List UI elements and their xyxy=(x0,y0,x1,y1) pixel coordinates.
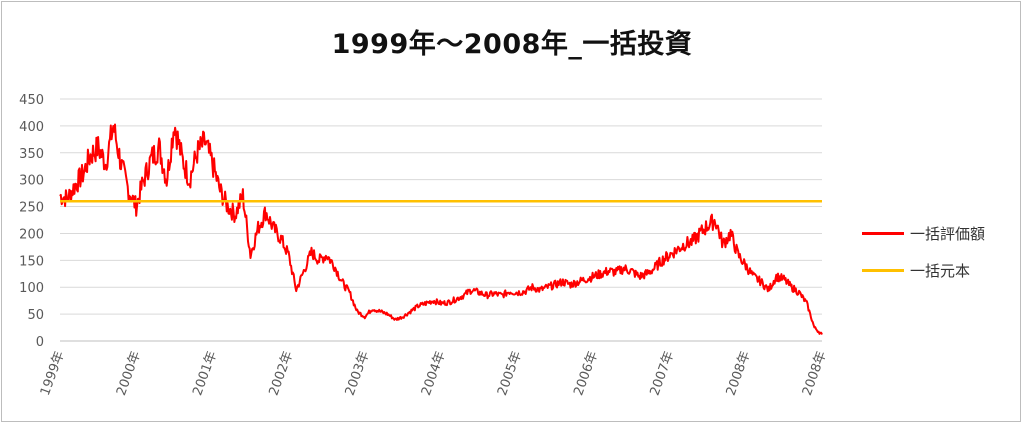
legend-swatch xyxy=(862,268,904,272)
y-tick-label: 250 xyxy=(19,201,44,216)
legend: 一括評価額 一括元本 xyxy=(862,222,985,296)
x-tick-label: 2002年 xyxy=(266,349,296,397)
x-tick-label: 2007年 xyxy=(647,349,677,397)
legend-swatch xyxy=(862,231,904,235)
x-tick-label: 2006年 xyxy=(571,349,601,397)
y-tick-label: 350 xyxy=(19,147,44,162)
x-tick-label: 2003年 xyxy=(343,349,373,397)
y-tick-label: 300 xyxy=(19,174,44,189)
x-tick-label: 2008年 xyxy=(724,349,754,397)
x-tick-label: 2000年 xyxy=(114,349,144,397)
x-tick-label: 2005年 xyxy=(495,349,525,397)
legend-label: 一括評価額 xyxy=(910,224,986,243)
y-tick-label: 50 xyxy=(27,308,44,323)
y-tick-label: 0 xyxy=(36,335,44,350)
chart-title: 1999年～2008年_一括投資 xyxy=(331,29,693,60)
y-tick-label: 150 xyxy=(19,254,44,269)
x-tick-label: 2001年 xyxy=(190,349,220,397)
x-tick-label: 2004年 xyxy=(419,349,449,397)
y-tick-label: 200 xyxy=(19,227,44,242)
series-lines xyxy=(59,123,823,335)
x-tick-label: 2008年 xyxy=(800,349,830,397)
series-line-value xyxy=(59,123,823,335)
legend-item-value: 一括評価額 xyxy=(862,222,985,244)
legend-item-principal: 一括元本 xyxy=(862,259,985,281)
y-tick-label: 100 xyxy=(19,281,44,296)
y-axis-ticks: 0 50 100 150 200 250 300 350 400 450 xyxy=(19,93,44,350)
x-axis-ticks: 1999年 2000年 2001年 2002年 2003年 2004年 2005年 2006年… xyxy=(38,349,830,397)
y-tick-label: 400 xyxy=(19,120,44,135)
legend-label: 一括元本 xyxy=(910,261,971,280)
x-tick-label: 1999年 xyxy=(38,349,68,397)
y-tick-label: 450 xyxy=(19,93,44,108)
